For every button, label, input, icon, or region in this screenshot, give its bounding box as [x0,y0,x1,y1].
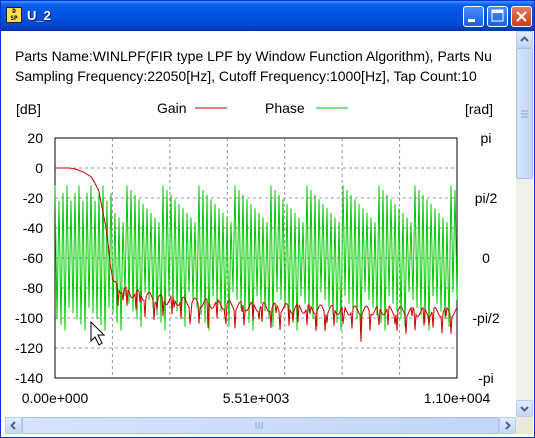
y-tick-label: -140 [15,370,43,386]
maximize-icon [491,9,504,22]
x-tick-label: 5.51e+003 [223,390,290,406]
y-tick-label: -40 [23,220,43,236]
minimize-icon [468,19,475,22]
series-phase [54,185,458,331]
scroll-right-button[interactable] [499,417,516,434]
vertical-scrollbar[interactable] [516,31,533,417]
y-tick-labels: 20 0 -20 -40 -60 -80 -100 -120 -140 [15,130,43,386]
chevron-left-icon [10,421,16,430]
y2-tick-label: -pi [478,370,494,386]
parts-info-line: Parts Name:WINLPF(FIR type LPF by Window… [15,48,492,64]
y-tick-label: -80 [23,280,43,296]
mouse-pointer-icon [90,320,106,346]
plot-area: Parts Name:WINLPF(FIR type LPF by Window… [5,31,516,417]
x-tick-label: 0.00e+000 [22,390,89,406]
dsp-icon: D SP [6,7,22,23]
series-gain [55,167,458,342]
chevron-right-icon [505,421,511,430]
vertical-scroll-thumb[interactable] [516,48,533,179]
y2-tick-label: 0 [482,250,490,266]
legend: Gain Phase [157,100,348,116]
legend-gain-label: Gain [157,100,187,116]
scroll-left-button[interactable] [5,417,22,434]
y2-tick-label: pi/2 [475,190,498,206]
frequency-response-chart: [dB] [rad] Gain Phase 20 0 -20 -40 -60 -80 -10… [15,100,500,406]
x-tick-label: 1.10e+004 [424,390,491,406]
minimize-button[interactable] [463,6,484,27]
sampling-info-line: Sampling Frequency:22050[Hz], Cutoff Fre… [15,68,477,84]
grip-icon [521,110,528,118]
y-tick-label: 0 [35,160,43,176]
y-tick-label: -60 [23,250,43,266]
y-tick-label: -120 [15,340,43,356]
scroll-down-button[interactable] [516,400,533,417]
x-tick-labels: 0.00e+000 5.51e+003 1.10e+004 [22,390,491,406]
y2-tick-label: pi [481,130,492,146]
y-tick-label: 20 [27,130,43,146]
horizontal-scroll-thumb[interactable] [22,417,499,434]
title-bar[interactable]: D SP U_2 [1,1,534,31]
legend-phase-label: Phase [265,100,305,116]
y2-tick-label: -pi/2 [472,310,499,326]
y-tick-label: -20 [23,190,43,206]
window-title: U_2 [27,8,51,23]
y2-tick-labels: pi pi/2 0 -pi/2 -pi [472,130,499,386]
chevron-down-icon [520,406,529,412]
grip-icon [255,422,263,429]
close-icon [516,11,527,22]
close-button[interactable] [511,6,532,27]
plot-frame [54,137,458,379]
scroll-up-button[interactable] [516,31,533,48]
chevron-up-icon [520,36,529,42]
maximize-button[interactable] [487,6,508,27]
y-axis-label: [dB] [16,101,41,117]
scrollbar-corner [516,417,533,434]
y-tick-label: -100 [15,310,43,326]
y2-axis-label: [rad] [465,101,493,117]
horizontal-scrollbar[interactable] [5,417,516,434]
